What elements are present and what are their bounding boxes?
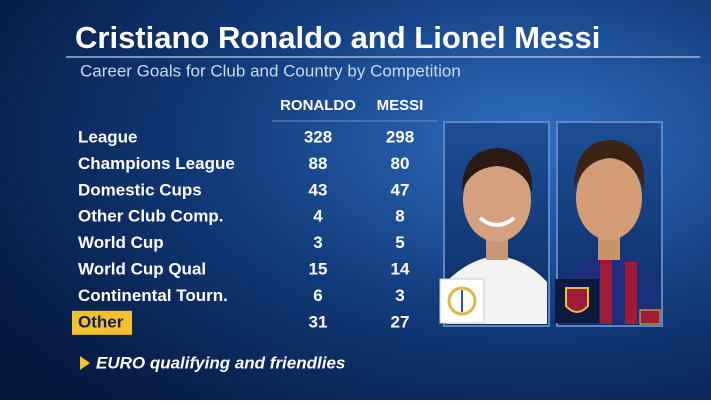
goal-count: 298 <box>386 127 414 146</box>
row-highlight <box>72 310 132 335</box>
row-label: Other Club Comp. <box>78 207 223 226</box>
goal-count: 4 <box>313 207 323 226</box>
goal-count: 47 <box>391 180 410 199</box>
row-label: Domestic Cups <box>78 180 202 199</box>
goal-count: 6 <box>313 286 322 305</box>
row-label: Continental Tourn. <box>78 286 228 305</box>
footnote: EURO qualifying and friendlies <box>96 353 345 372</box>
goal-count: 88 <box>309 154 328 173</box>
row-label: World Cup Qual <box>78 259 206 278</box>
goal-count: 14 <box>391 259 410 278</box>
goal-count: 3 <box>395 286 404 305</box>
column-header: MESSI <box>377 97 424 114</box>
ronaldo-photo <box>439 121 550 327</box>
goal-count: 43 <box>309 180 328 199</box>
goal-count: 8 <box>395 207 404 226</box>
goal-count: 31 <box>309 312 328 331</box>
goal-count: 80 <box>391 154 410 173</box>
messi-photo <box>555 121 663 327</box>
subtitle: Career Goals for Club and Country by Com… <box>80 61 461 80</box>
row-label: World Cup <box>78 233 164 252</box>
goal-count: 3 <box>313 233 322 252</box>
row-label: League <box>78 127 138 146</box>
footnote-marker <box>80 356 90 370</box>
stats-table: RONALDO MESSI League 328 298 Champions League… <box>72 97 423 335</box>
goal-count: 27 <box>391 312 410 331</box>
column-header: RONALDO <box>280 97 356 114</box>
row-label: Champions League <box>78 154 235 173</box>
goal-count: 328 <box>304 127 332 146</box>
goal-count: 15 <box>309 259 328 278</box>
goal-count: 5 <box>395 233 404 252</box>
row-label: Other <box>78 312 124 331</box>
title: Cristiano Ronaldo and Lionel Messi <box>75 20 600 55</box>
